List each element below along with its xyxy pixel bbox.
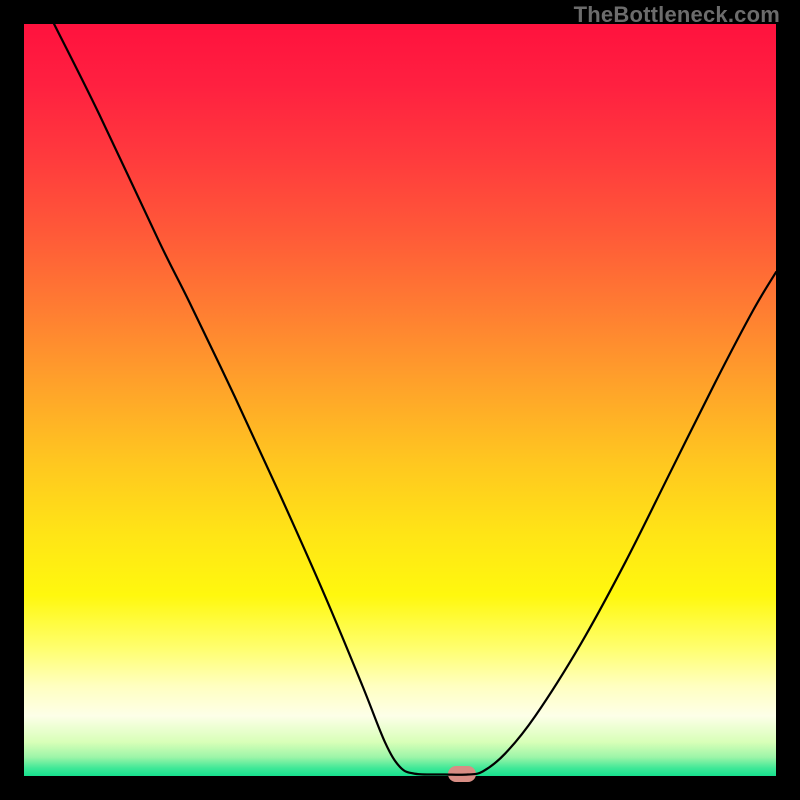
- plot-area: [24, 24, 776, 776]
- bottleneck-curve: [24, 24, 776, 776]
- chart-frame: TheBottleneck.com: [0, 0, 800, 800]
- watermark-text: TheBottleneck.com: [574, 2, 780, 28]
